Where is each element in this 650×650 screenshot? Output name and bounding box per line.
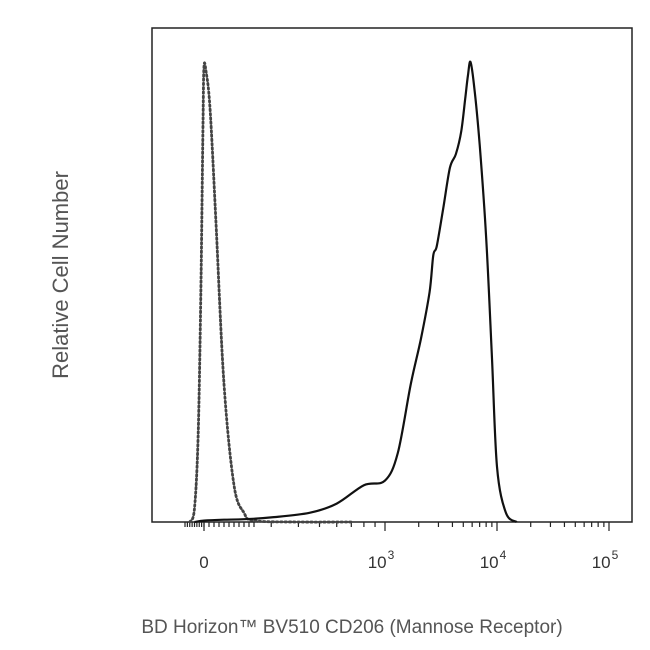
x-tick-labels: 0 103 104 105 <box>199 548 618 572</box>
y-axis-label: Relative Cell Number <box>48 171 73 379</box>
x-axis-label: BD Horizon™ BV510 CD206 (Mannose Recepto… <box>141 617 562 638</box>
x-tick-label: 103 <box>368 548 395 572</box>
x-tick-label: 104 <box>480 548 507 572</box>
series-control-dotted <box>188 61 353 524</box>
minor-ticks <box>184 522 605 527</box>
x-tick-label: 105 <box>592 548 619 572</box>
major-ticks <box>203 522 610 531</box>
plot-frame <box>151 27 633 523</box>
x-tick-label: 0 <box>199 553 208 572</box>
series-stained-solid <box>194 60 518 524</box>
